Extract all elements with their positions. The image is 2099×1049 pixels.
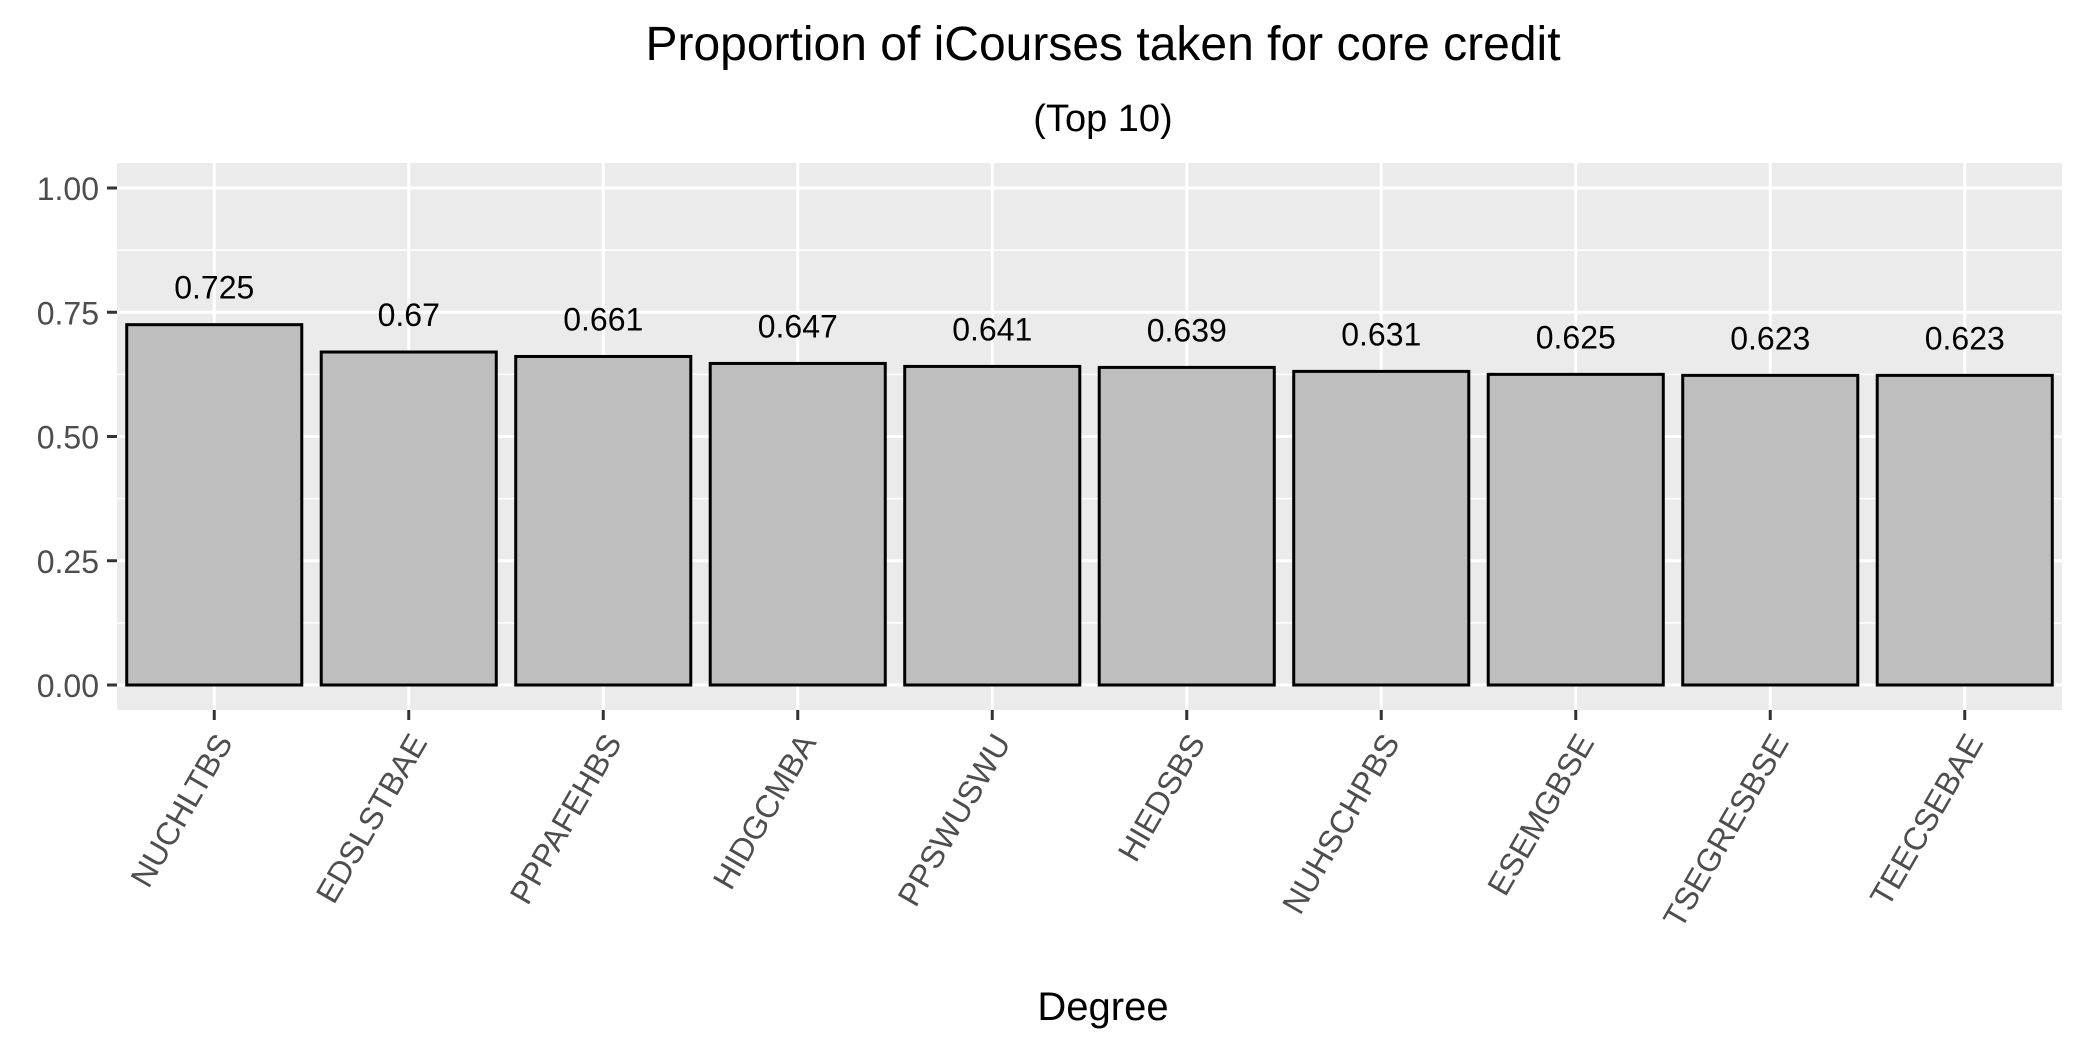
value-label: 0.623: [1925, 320, 2005, 356]
bar-nuhschpbs: [1292, 369, 1471, 687]
bar-edslstbae: [319, 350, 498, 687]
x-tick-label: TSEGRESBSE: [1656, 728, 1796, 934]
x-tick-label: PPSWUSWU: [890, 728, 1017, 912]
value-label: 0.647: [758, 308, 838, 344]
y-tick-label: 1.00: [37, 171, 99, 207]
x-tick-label: TEECSEBAE: [1863, 728, 1990, 912]
value-label: 0.625: [1536, 319, 1616, 355]
y-tick-label: 0.50: [37, 420, 99, 456]
x-tick-label: ESEMGBSE: [1480, 728, 1601, 902]
chart-subtitle: (Top 10): [1033, 98, 1172, 140]
value-label: 0.639: [1147, 312, 1227, 348]
value-labels: 0.725 0.67 0.661 0.647 0.641 0.639 0.631 0.625 0…: [174, 270, 2005, 357]
x-axis-title: Degree: [1037, 985, 1168, 1029]
x-tick-label: NUHSCHPBS: [1275, 728, 1407, 920]
bar-tsegresbse: [1681, 373, 1860, 687]
value-label: 0.623: [1730, 320, 1810, 356]
bar-ppswuswu: [903, 364, 1082, 687]
x-tick-label: HIDGCMBA: [706, 727, 824, 895]
chart-title: Proportion of iCourses taken for core cr…: [645, 18, 1560, 71]
x-tick-label: NUCHLTBS: [123, 728, 239, 893]
value-label: 0.631: [1341, 316, 1421, 352]
value-label: 0.641: [952, 311, 1032, 347]
bar-pppafehbs: [514, 354, 693, 687]
value-label: 0.661: [563, 301, 643, 337]
y-tick-label: 0.00: [37, 668, 99, 704]
y-axis: 0.00 0.25 0.50 0.75 1.00: [37, 171, 117, 704]
x-axis: NUCHLTBS EDSLSTBAE PPPAFEHBS HIDGCMBA PPSWUS…: [123, 710, 1990, 934]
bar-esemgbse: [1486, 372, 1665, 687]
x-tick-label: HIEDSBS: [1111, 728, 1212, 868]
bars: [125, 323, 2054, 687]
bar-hidgcmba: [708, 361, 887, 687]
x-tick-label: PPPAFEHBS: [503, 728, 629, 910]
value-label: 0.67: [378, 297, 440, 333]
value-label: 0.725: [174, 270, 254, 306]
bar-nuchltbs: [125, 323, 304, 687]
y-tick-label: 0.25: [37, 544, 99, 580]
y-tick-label: 0.75: [37, 295, 99, 331]
bar-hiedsbs: [1097, 365, 1276, 687]
bar-teecsebae: [1875, 373, 2054, 687]
x-tick-label: EDSLSTBAE: [309, 728, 434, 909]
